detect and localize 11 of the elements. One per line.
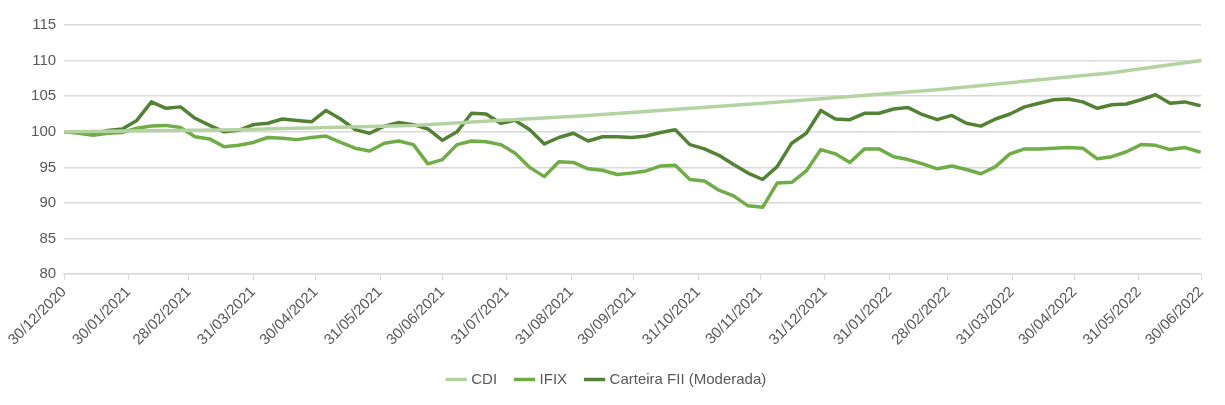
y-tick-label: 115 — [32, 15, 57, 33]
y-tick-label: 80 — [39, 264, 57, 282]
legend-label: IFIX — [539, 369, 568, 387]
legend-label: CDI — [471, 369, 498, 387]
y-tick-label: 110 — [32, 50, 57, 68]
y-tick-label: 95 — [39, 157, 57, 175]
y-tick-label: 90 — [39, 193, 57, 211]
y-tick-label: 105 — [31, 86, 57, 104]
y-tick-label: 85 — [39, 228, 57, 246]
legend-label: Carteira FII (Moderada) — [609, 369, 767, 387]
y-tick-label: 100 — [31, 121, 57, 139]
